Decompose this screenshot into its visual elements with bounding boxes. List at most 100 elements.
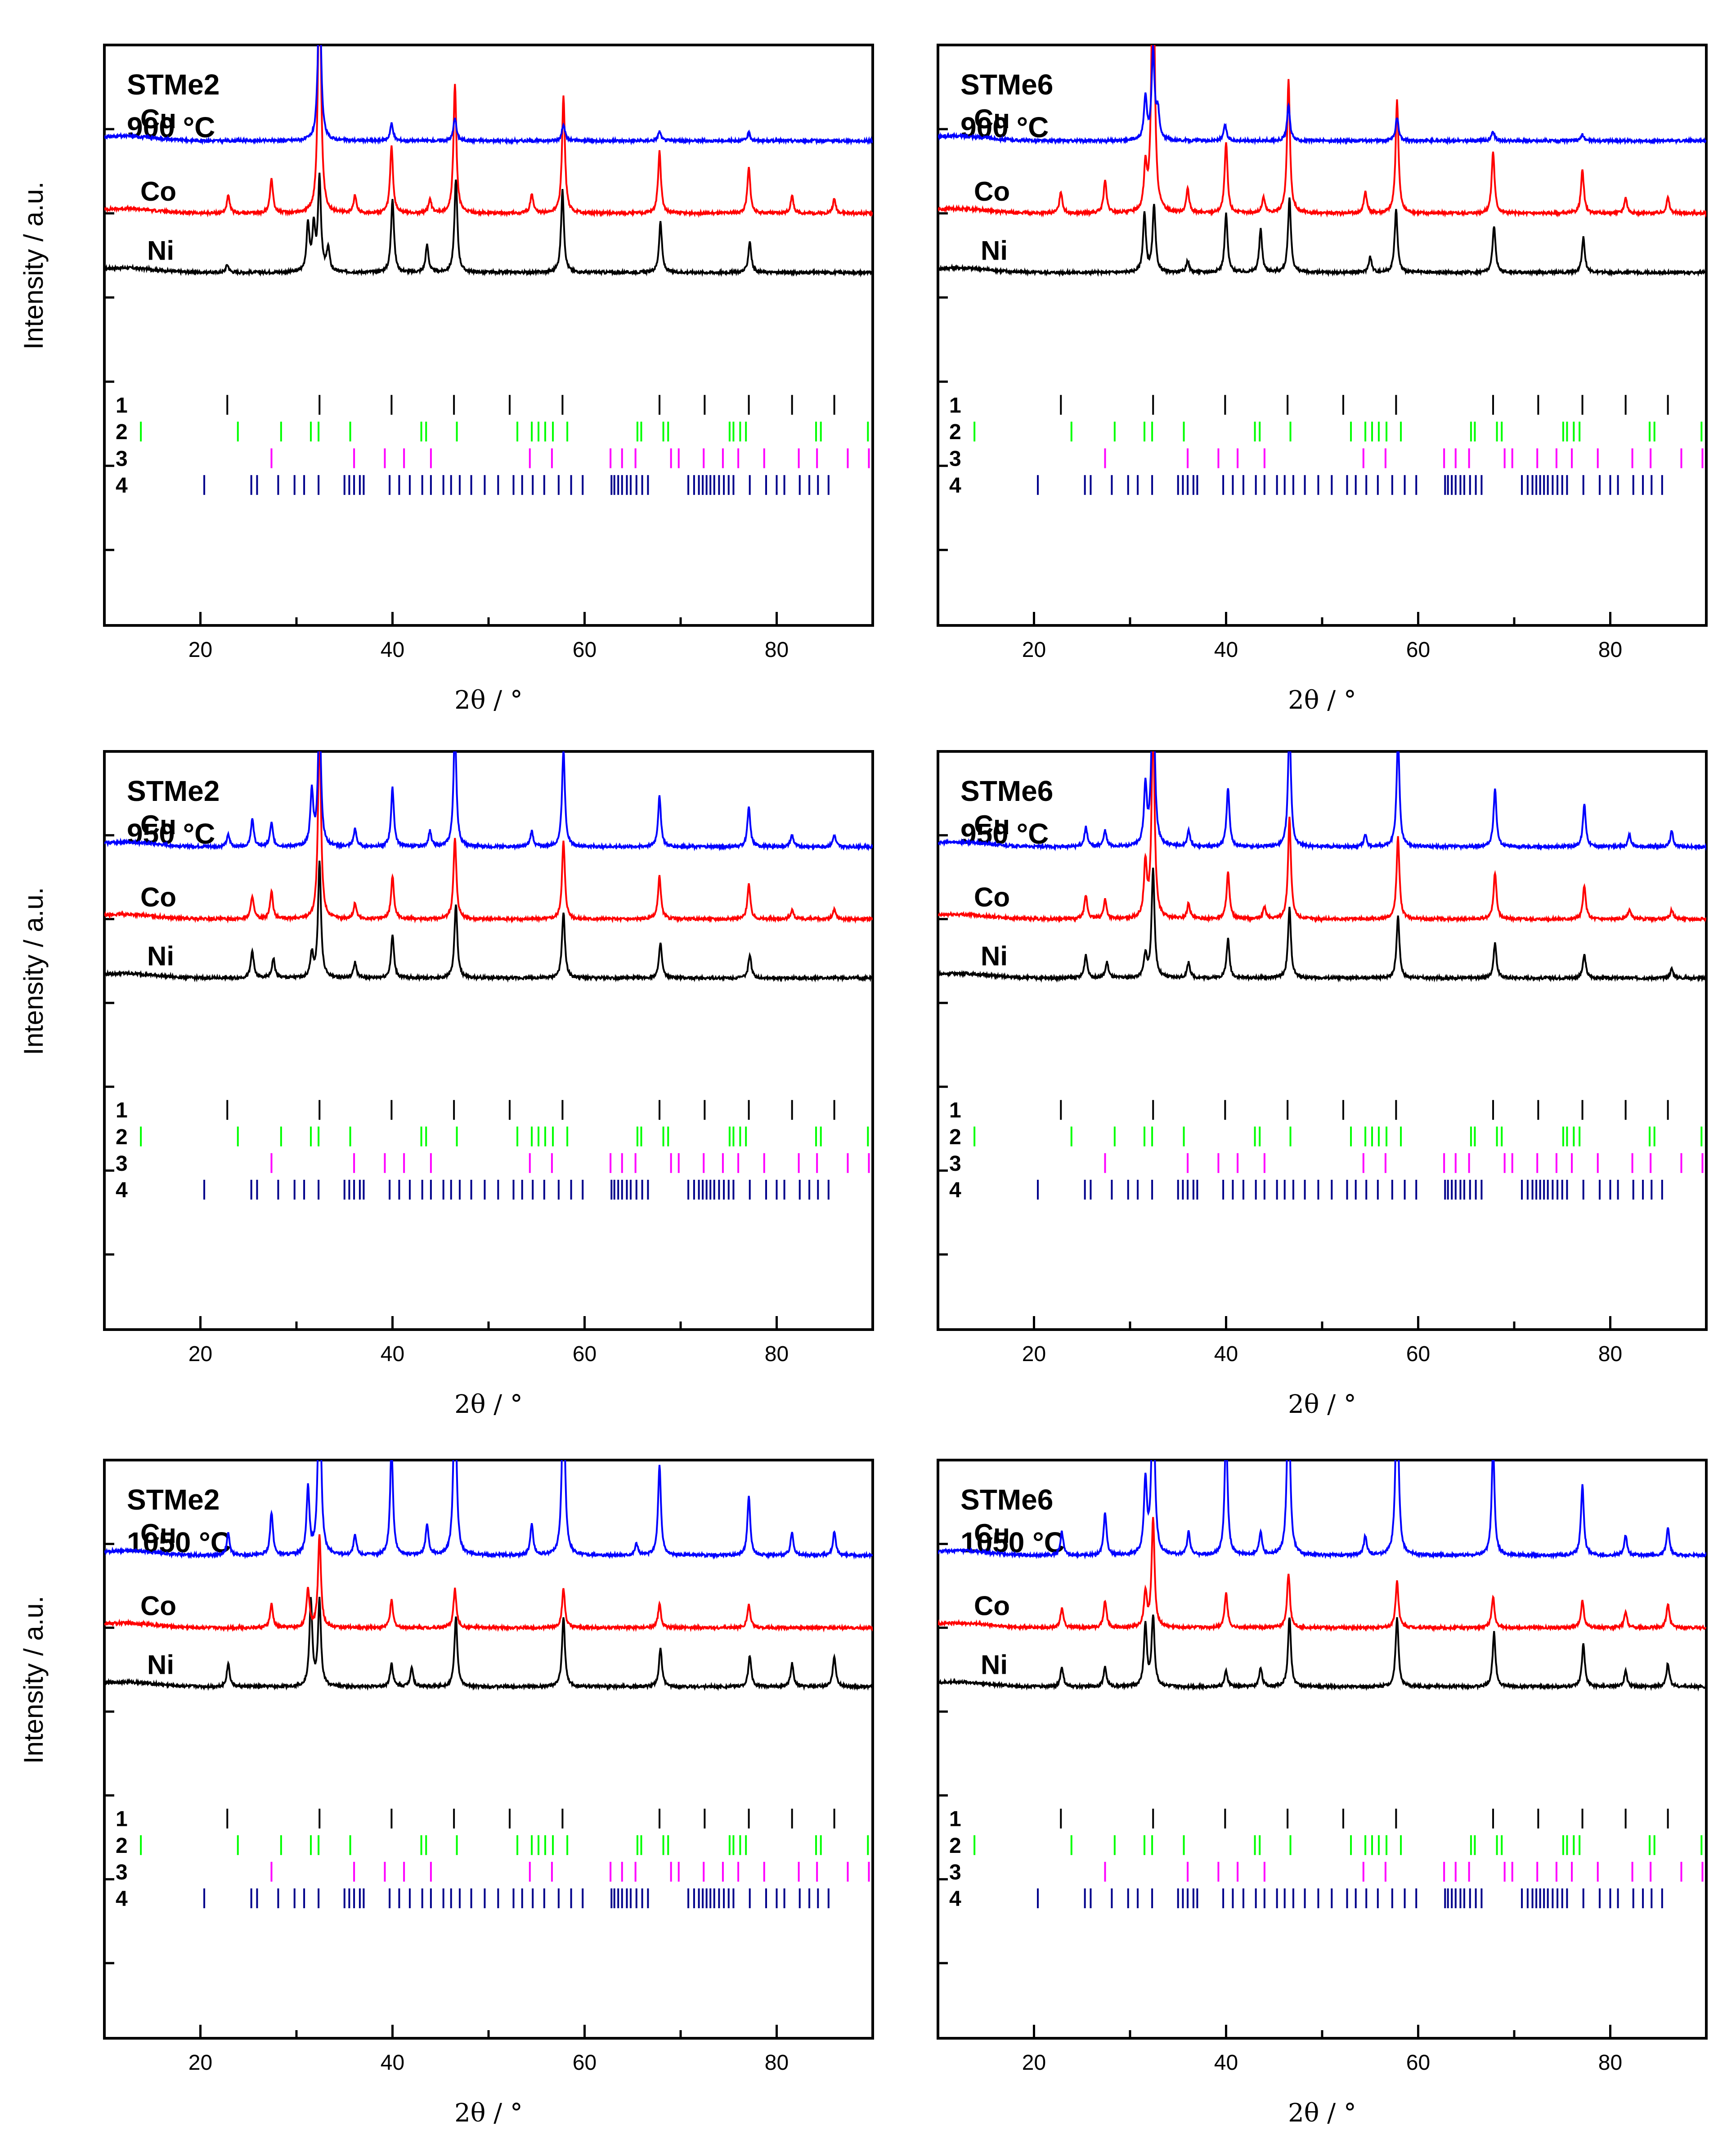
reference-label-1: 1 [949,394,961,418]
reference-label-2: 2 [949,1834,961,1858]
reference-label-3: 3 [949,1152,961,1176]
pattern-cu [104,751,873,852]
reference-label-4: 4 [949,474,961,498]
y-axis-label: Intensity / a.u. [18,1596,49,1764]
reference-label-2: 2 [116,1125,128,1149]
panel-sample-label: STMe6 [960,68,1053,101]
x-tick-label: 20 [1022,1342,1046,1366]
pattern-ni [938,197,1706,278]
series-label-ni: Ni [981,941,1008,971]
reference-label-4: 4 [116,1887,128,1911]
x-tick-label: 40 [1214,1342,1238,1366]
x-tick-label: 80 [1598,1342,1622,1366]
series-label-cu: Cu [140,104,176,134]
pattern-ni [104,172,873,278]
reference-label-2: 2 [949,420,961,444]
series-label-ni: Ni [147,236,174,266]
series-label-co: Co [140,176,176,207]
pattern-group [938,751,1706,983]
pattern-ni [938,867,1706,983]
pattern-cu [938,751,1706,852]
x-tick-label: 40 [381,1342,404,1366]
x-axis-label: 2θ / ° [1288,2099,1356,2128]
pattern-group [104,1460,873,1691]
panel-sample-label: STMe6 [960,1483,1053,1516]
reference-label-1: 1 [116,394,128,418]
y-axis-label: Intensity / a.u. [18,181,49,350]
x-tick-label: 60 [1406,1342,1430,1366]
series-label-co: Co [974,176,1010,207]
reference-label-2: 2 [116,1834,128,1858]
pattern-cu [938,45,1706,146]
series-label-ni: Ni [981,1650,1008,1680]
pattern-co [104,1534,873,1633]
reference-label-4: 4 [949,1887,961,1911]
reference-label-1: 1 [116,1807,128,1831]
pattern-group [938,1460,1706,1692]
series-label-co: Co [140,1591,176,1621]
x-tick-label: 20 [188,638,212,662]
series-label-ni: Ni [147,1650,174,1680]
pattern-group [938,45,1706,278]
pattern-ni [938,1614,1706,1692]
series-label-co: Co [974,1591,1010,1621]
pattern-co [104,751,873,924]
pattern-co [938,1517,1706,1632]
pattern-cu [104,1460,873,1560]
panel-sample-label: STMe2 [127,775,220,807]
pattern-co [104,45,873,218]
x-tick-label: 40 [381,2051,404,2075]
series-label-ni: Ni [981,236,1008,266]
x-axis-label: 2θ / ° [1288,686,1356,715]
pattern-cu [938,1460,1706,1560]
x-tick-label: 60 [573,2051,597,2075]
reference-label-2: 2 [949,1125,961,1149]
panel-sample-label: STMe6 [960,775,1053,807]
reference-label-4: 4 [116,1178,128,1202]
pattern-co [938,45,1706,218]
plot-frame [103,44,874,627]
pattern-cu [104,45,873,146]
series-label-co: Co [140,882,176,912]
reference-label-3: 3 [116,447,128,471]
reference-label-4: 4 [116,474,128,498]
pattern-group [104,751,873,983]
y-axis-label: Intensity / a.u. [18,887,49,1056]
x-axis-label: 2θ / ° [454,686,523,715]
x-tick-label: 40 [1214,2051,1238,2075]
x-tick-label: 60 [1406,638,1430,662]
x-tick-label: 20 [1022,2051,1046,2075]
series-label-cu: Cu [974,1519,1010,1549]
x-tick-label: 60 [573,638,597,662]
panel-sample-label: STMe2 [127,68,220,101]
x-tick-label: 60 [1406,2051,1430,2075]
reference-label-3: 3 [949,1861,961,1884]
series-label-cu: Cu [974,810,1010,840]
series-label-cu: Cu [974,104,1010,134]
pattern-ni [104,860,873,983]
x-tick-label: 40 [381,638,404,662]
x-tick-label: 20 [1022,638,1046,662]
series-label-cu: Cu [140,810,176,840]
series-label-co: Co [974,882,1010,912]
pattern-group [104,45,873,278]
panel-sample-label: STMe2 [127,1483,220,1516]
pattern-ni [104,1596,873,1691]
x-tick-label: 80 [1598,2051,1622,2075]
x-tick-label: 20 [188,1342,212,1366]
pattern-co [938,751,1706,924]
plot-frame [103,750,874,1331]
x-tick-label: 20 [188,2051,212,2075]
x-tick-label: 80 [765,2051,789,2075]
series-label-ni: Ni [147,941,174,971]
plot-frame [937,44,1708,627]
series-label-cu: Cu [140,1519,176,1549]
x-axis-label: 2θ / ° [454,1390,523,1419]
x-axis-label: 2θ / ° [454,2099,523,2128]
